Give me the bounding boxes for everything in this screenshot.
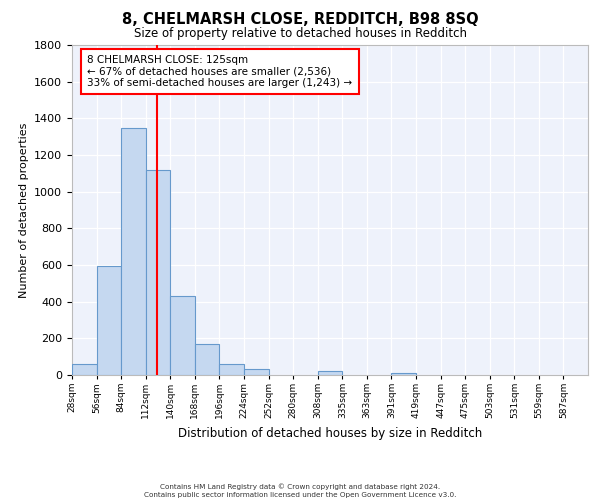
X-axis label: Distribution of detached houses by size in Redditch: Distribution of detached houses by size … bbox=[178, 426, 482, 440]
Bar bbox=[318, 372, 342, 375]
Text: 8, CHELMARSH CLOSE, REDDITCH, B98 8SQ: 8, CHELMARSH CLOSE, REDDITCH, B98 8SQ bbox=[122, 12, 478, 28]
Bar bbox=[391, 373, 416, 375]
Bar bbox=[195, 344, 220, 375]
Y-axis label: Number of detached properties: Number of detached properties bbox=[19, 122, 29, 298]
Bar bbox=[244, 368, 269, 375]
Bar bbox=[72, 364, 97, 375]
Bar bbox=[97, 266, 121, 375]
Bar bbox=[170, 296, 195, 375]
Bar bbox=[220, 364, 244, 375]
Text: 8 CHELMARSH CLOSE: 125sqm
← 67% of detached houses are smaller (2,536)
33% of se: 8 CHELMARSH CLOSE: 125sqm ← 67% of detac… bbox=[88, 55, 353, 88]
Text: Size of property relative to detached houses in Redditch: Size of property relative to detached ho… bbox=[133, 28, 467, 40]
Bar bbox=[121, 128, 146, 375]
Text: Contains HM Land Registry data © Crown copyright and database right 2024.
Contai: Contains HM Land Registry data © Crown c… bbox=[144, 484, 456, 498]
Bar bbox=[146, 170, 170, 375]
